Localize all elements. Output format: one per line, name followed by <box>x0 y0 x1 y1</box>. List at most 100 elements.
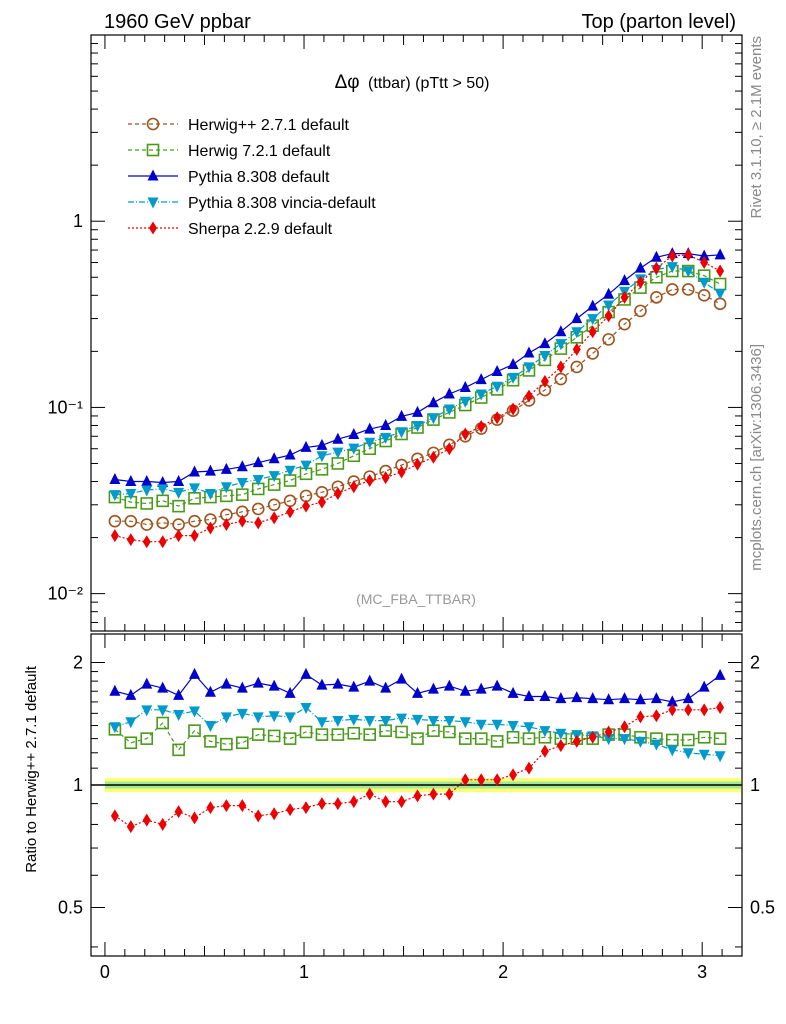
ratio-data-point <box>493 773 502 787</box>
ratio-series-1 <box>109 667 726 707</box>
legend-marker <box>146 117 160 131</box>
ratio-data-point <box>157 705 169 717</box>
main-data-point <box>141 485 153 497</box>
ratio-data-point <box>172 743 185 757</box>
ratio-data-point <box>254 809 263 823</box>
ratio-data-point <box>204 685 216 697</box>
main-data-point <box>507 358 519 370</box>
main-data-point <box>251 502 265 516</box>
main-data-point <box>620 290 629 304</box>
main-data-point <box>570 360 584 374</box>
main-data-point <box>333 486 342 500</box>
main-data-point <box>220 462 232 474</box>
ratio-data-point <box>283 732 297 745</box>
main-data-point <box>349 480 358 494</box>
ratio-data-point <box>251 728 265 741</box>
ratio-data-point <box>634 693 646 705</box>
main-data-point <box>396 427 408 439</box>
main-data-point <box>204 488 216 500</box>
ratio-ytick-label-left: 2 <box>73 653 83 673</box>
ratio-data-point <box>587 692 599 704</box>
main-data-point <box>173 475 185 487</box>
main-data-point <box>204 464 216 476</box>
legend-marker <box>147 197 159 209</box>
legend-entry: Pythia 8.308 vincia-default <box>128 195 376 212</box>
main-series-1 <box>108 264 727 513</box>
main-data-point <box>396 409 408 421</box>
ratio-data-point <box>666 695 678 707</box>
main-data-point <box>411 405 423 417</box>
ratio-data-point <box>125 717 137 729</box>
main-data-point <box>189 465 201 477</box>
main-data-point <box>445 442 454 456</box>
ratio-data-point <box>619 734 631 746</box>
main-data-point <box>634 304 647 318</box>
main-data-point <box>284 465 296 477</box>
main-ytick-label: 1 <box>73 211 83 231</box>
main-data-point <box>268 471 280 483</box>
main-data-point <box>413 457 422 471</box>
main-data-point <box>650 291 663 304</box>
ratio-data-point <box>603 734 615 746</box>
ratio-data-point <box>286 803 295 817</box>
ratio-data-point <box>365 787 374 801</box>
ratio-data-point <box>109 722 121 734</box>
legend-entry: Herwig++ 2.7.1 default <box>128 117 350 134</box>
main-data-point <box>554 372 568 386</box>
ratio-data-point <box>411 732 424 745</box>
ratio-data-point <box>411 714 423 726</box>
main-data-point <box>381 471 390 485</box>
ratio-data-point <box>348 714 360 726</box>
ratio-data-point <box>509 768 518 782</box>
main-data-point <box>206 521 215 535</box>
ratio-data-point <box>682 748 694 760</box>
ratio-data-point <box>636 710 645 724</box>
ratio-data-point <box>443 716 455 728</box>
ratio-data-point <box>141 705 153 717</box>
legend-marker <box>149 221 157 235</box>
main-ytick-label: 10⁻² <box>47 584 83 604</box>
ratio-data-point <box>173 688 185 700</box>
main-data-point <box>523 362 535 374</box>
ratio-data-point <box>174 805 183 819</box>
main-data-point <box>682 266 694 278</box>
ratio-data-point <box>523 722 535 734</box>
main-data-point <box>125 488 137 500</box>
ratio-data-point <box>252 676 264 688</box>
ratio-data-point <box>252 712 264 724</box>
main-data-point <box>316 438 328 450</box>
ratio-data-point <box>267 729 281 743</box>
main-data-point <box>348 443 360 455</box>
main-data-point <box>315 463 329 476</box>
ratio-data-point <box>650 739 662 751</box>
main-data-point <box>429 450 438 464</box>
ratio-data-point <box>347 726 361 740</box>
main-data-point <box>158 535 167 549</box>
main-data-point <box>252 456 264 468</box>
legend-entry: Herwig 7.2.1 default <box>128 143 331 160</box>
legend-marker <box>147 169 159 181</box>
header-right: Top (parton level) <box>581 11 736 33</box>
ratio-data-point <box>349 795 358 809</box>
ratio-data-point <box>300 667 312 679</box>
ratio-data-point <box>700 703 709 717</box>
ratio-data-point <box>363 728 377 741</box>
main-data-point <box>317 495 326 509</box>
ratio-data-point <box>681 733 695 747</box>
main-data-point <box>588 325 597 339</box>
main-data-point <box>700 256 709 270</box>
ratio-data-point <box>332 716 344 728</box>
ratio-ytick-label-right: 0.5 <box>750 897 775 917</box>
ratio-data-point <box>302 801 311 815</box>
main-data-point <box>254 516 263 530</box>
main-data-point <box>189 483 201 495</box>
ratio-ytick-label-left: 1 <box>73 775 83 795</box>
ratio-data-point <box>190 811 199 825</box>
main-data-point <box>300 440 312 452</box>
xtick-label: 2 <box>498 962 508 982</box>
ratio-data-point <box>395 725 408 739</box>
ratio-data-point <box>110 809 119 823</box>
main-data-point <box>475 389 487 401</box>
main-data-point <box>509 402 518 416</box>
